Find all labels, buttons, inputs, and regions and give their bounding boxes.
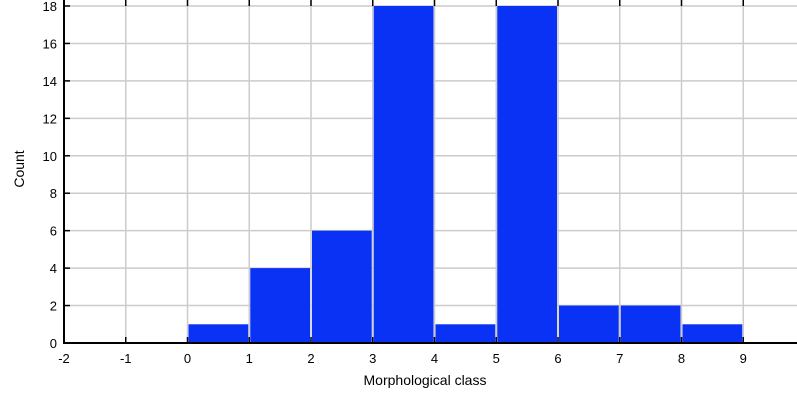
x-tick-label: 8 xyxy=(678,351,685,366)
y-tick-label: 18 xyxy=(43,0,57,14)
histogram-bar xyxy=(373,6,434,343)
y-tick-label: 8 xyxy=(50,186,57,201)
y-tick-label: 10 xyxy=(43,149,57,164)
x-tick-label: 5 xyxy=(493,351,500,366)
y-tick-label: 6 xyxy=(50,224,57,239)
axes xyxy=(63,0,797,344)
x-tick-label: -2 xyxy=(58,351,70,366)
x-tick-label: 0 xyxy=(184,351,191,366)
x-tick-label: 9 xyxy=(740,351,747,366)
x-tick-label: -1 xyxy=(120,351,132,366)
histogram-bar xyxy=(435,324,496,343)
y-tick-label: 14 xyxy=(43,74,57,89)
y-axis-label: Count xyxy=(11,150,27,187)
y-tick-label: 0 xyxy=(50,336,57,351)
histogram-bar xyxy=(682,324,743,343)
x-tick-label: 3 xyxy=(369,351,376,366)
histogram-bar xyxy=(497,6,557,343)
y-tick-label: 4 xyxy=(50,261,57,276)
y-tick-label: 12 xyxy=(43,111,57,126)
bars xyxy=(188,6,743,343)
x-tick-label: 7 xyxy=(616,351,623,366)
x-tick-label: 1 xyxy=(246,351,253,366)
x-tick-label: 6 xyxy=(554,351,561,366)
x-axis-label: Morphological class xyxy=(364,372,487,388)
histogram-bar xyxy=(312,230,372,343)
histogram-bar xyxy=(188,324,249,343)
histogram-bar xyxy=(250,268,310,343)
histogram-bar xyxy=(620,305,681,343)
x-tick-label: 4 xyxy=(431,351,438,366)
x-tick-label: 2 xyxy=(307,351,314,366)
y-tick-label: 2 xyxy=(50,299,57,314)
y-tick-label: 16 xyxy=(43,36,57,51)
histogram-bar xyxy=(559,305,619,343)
